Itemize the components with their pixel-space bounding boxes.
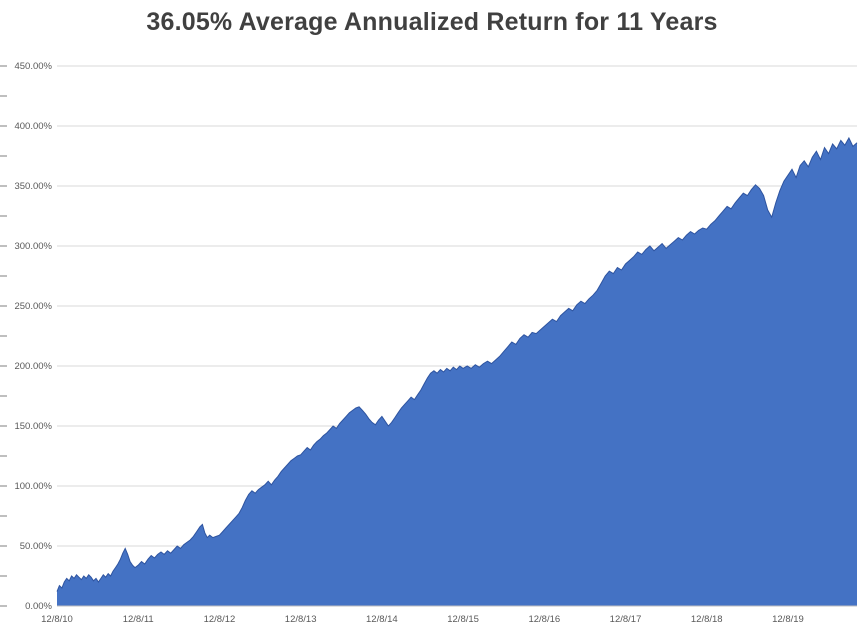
y-axis-label: 450.00% <box>14 61 52 72</box>
y-axis-label: 150.00% <box>14 421 52 432</box>
x-axis-label: 12/8/14 <box>366 614 398 625</box>
x-axis-label: 12/8/15 <box>447 614 479 625</box>
x-axis-label: 12/8/11 <box>123 614 154 625</box>
x-axis-label: 12/8/13 <box>285 614 317 625</box>
y-axis-label: 200.00% <box>14 361 52 372</box>
x-axis-label: 12/8/16 <box>528 614 560 625</box>
y-axis-label: 400.00% <box>14 121 52 132</box>
y-axis-label: 50.00% <box>20 541 53 552</box>
chart-title: 36.05% Average Annualized Return for 11 … <box>146 8 718 36</box>
return-series-line <box>56 136 858 592</box>
y-axis-label: 250.00% <box>14 301 52 312</box>
x-axis-label: 12/8/17 <box>610 614 642 625</box>
x-axis-label: 12/8/10 <box>41 614 73 625</box>
return-area-series <box>57 138 857 606</box>
y-axis-label: 350.00% <box>14 181 52 192</box>
y-axis-label: 300.00% <box>14 241 52 252</box>
y-axis-label: 0.00% <box>25 601 52 612</box>
x-axis-label: 12/8/12 <box>204 614 236 625</box>
x-axis-label: 12/8/19 <box>772 614 804 625</box>
y-axis-label: 100.00% <box>14 481 52 492</box>
x-axis-label: 12/8/18 <box>691 614 723 625</box>
